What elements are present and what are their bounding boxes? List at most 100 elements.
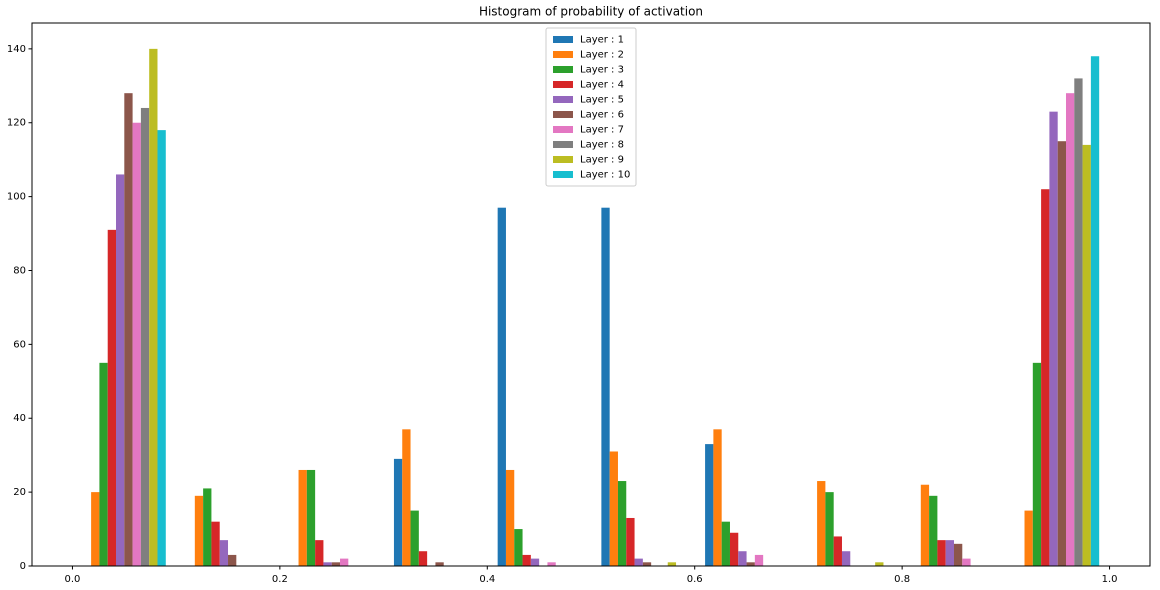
bar (1032, 362, 1042, 566)
bar (825, 492, 834, 566)
bar (945, 540, 954, 566)
y-tick-label: 20 (13, 487, 26, 498)
bar (626, 517, 635, 566)
bar (1024, 510, 1033, 566)
bar (729, 532, 739, 566)
bar (132, 122, 141, 567)
legend-swatch (553, 96, 573, 103)
bar (497, 207, 506, 566)
bar (920, 484, 930, 566)
legend-label: Layer : 5 (580, 95, 624, 106)
bar (393, 458, 403, 566)
x-tick-label: 0.6 (687, 574, 703, 585)
bar (149, 48, 158, 567)
legend-label: Layer : 9 (580, 155, 624, 166)
bar (435, 562, 444, 566)
bar (721, 521, 730, 566)
legend-label: Layer : 7 (580, 125, 624, 136)
bar (219, 540, 229, 566)
bar (1057, 141, 1066, 566)
bar (410, 510, 419, 566)
bar (505, 469, 515, 566)
y-tick-label: 60 (13, 339, 26, 350)
bar (91, 492, 100, 566)
bar (1090, 56, 1100, 566)
legend-swatch (553, 156, 573, 163)
bar (140, 107, 150, 567)
bar (817, 481, 826, 566)
x-tick-label: 0.8 (894, 574, 910, 585)
x-tick-label: 0.0 (64, 574, 80, 585)
legend-swatch (553, 81, 573, 88)
bar (937, 540, 946, 566)
y-tick-label: 140 (7, 44, 26, 55)
legend-swatch (553, 36, 573, 43)
bar (522, 554, 531, 566)
y-tick-label: 120 (7, 118, 26, 129)
bar (962, 558, 971, 566)
y-tick-label: 40 (13, 413, 26, 424)
legend-swatch (553, 126, 573, 133)
legend-label: Layer : 8 (580, 140, 624, 151)
bar (634, 558, 643, 566)
bar (609, 451, 618, 566)
bar (738, 551, 747, 566)
bar (875, 562, 884, 566)
bar (929, 495, 938, 566)
bar (402, 429, 411, 566)
y-tick-label: 80 (13, 265, 26, 276)
legend-swatch (553, 111, 573, 118)
bar (514, 529, 523, 566)
legend-label: Layer : 4 (580, 80, 624, 91)
bar (228, 554, 237, 566)
bar (124, 93, 133, 567)
bar (713, 429, 722, 566)
legend-swatch (553, 66, 573, 73)
bar (298, 469, 307, 566)
bar (1065, 93, 1075, 567)
bar (667, 562, 677, 566)
bar (601, 207, 610, 566)
legend-label: Layer : 6 (580, 110, 624, 121)
bar (194, 495, 204, 566)
bar (107, 229, 117, 566)
bar (315, 540, 324, 566)
bar (157, 130, 166, 567)
bar (331, 562, 341, 566)
y-tick-label: 0 (20, 561, 26, 572)
bar (642, 562, 652, 566)
bar (705, 444, 714, 566)
legend-swatch (553, 141, 573, 148)
legend-swatch (553, 51, 573, 58)
bar (1049, 111, 1058, 566)
bar (1082, 144, 1091, 567)
legend-label: Layer : 3 (580, 65, 624, 76)
bar (203, 488, 212, 566)
legend-swatch (553, 171, 573, 178)
y-tick-label: 100 (7, 192, 26, 203)
bar (746, 562, 755, 566)
bar (1041, 189, 1050, 566)
bar (418, 551, 428, 566)
x-tick-label: 1.0 (1102, 574, 1118, 585)
plot-frame (31, 22, 1151, 567)
bar (953, 543, 963, 566)
bar (211, 521, 220, 566)
x-tick-label: 0.2 (272, 574, 288, 585)
bar (617, 481, 627, 566)
bar (547, 562, 556, 566)
bar (99, 362, 108, 566)
bar (323, 562, 332, 566)
bar (1074, 78, 1083, 566)
bar (116, 174, 125, 566)
bar (306, 469, 316, 566)
legend-label: Layer : 10 (580, 170, 630, 181)
bar (530, 558, 540, 566)
bar (340, 558, 349, 566)
legend-label: Layer : 2 (580, 50, 624, 61)
chart-title: Histogram of probability of activation (479, 5, 703, 19)
bar (754, 554, 764, 566)
legend-label: Layer : 1 (580, 35, 624, 46)
bar (833, 536, 842, 566)
